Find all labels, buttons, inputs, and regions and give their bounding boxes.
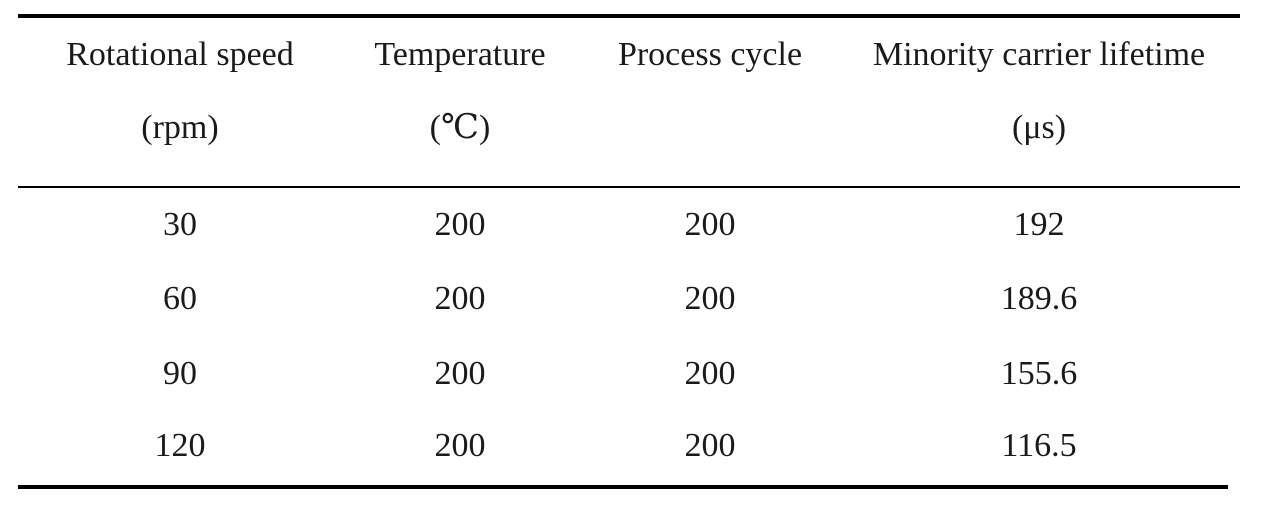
table-cell-process-cycle: 200 [684, 206, 736, 243]
header-temperature-unit: (℃) [429, 109, 491, 146]
header-rotational-speed: Rotational speed [66, 36, 294, 73]
table-cell-lifetime: 192 [1013, 206, 1065, 243]
table-cell-lifetime: 155.6 [1000, 355, 1078, 392]
table-cell-speed: 90 [163, 355, 197, 392]
header-process-cycle: Process cycle [617, 36, 803, 73]
table-cell-process-cycle: 200 [684, 280, 736, 317]
table-cell-speed: 60 [163, 280, 197, 317]
table-cell-process-cycle: 200 [684, 355, 736, 392]
header-minority-carrier-lifetime-unit: (μs) [1011, 109, 1067, 146]
header-minority-carrier-lifetime: Minority carrier lifetime [872, 36, 1206, 73]
table-bottom-rule [18, 485, 1228, 489]
table-cell-lifetime: 189.6 [1000, 280, 1078, 317]
header-rotational-speed-unit: (rpm) [141, 109, 219, 146]
table-cell-temperature: 200 [434, 355, 486, 392]
table-cell-temperature: 200 [434, 280, 486, 317]
table-top-rule [18, 14, 1240, 18]
table-cell-temperature: 200 [434, 427, 486, 464]
table-cell-lifetime: 116.5 [1001, 427, 1077, 464]
table-cell-temperature: 200 [434, 206, 486, 243]
table-cell-process-cycle: 200 [684, 427, 736, 464]
table-header-rule [18, 186, 1240, 188]
table-cell-speed: 30 [163, 206, 197, 243]
table-cell-speed: 120 [154, 427, 206, 464]
header-temperature: Temperature [374, 36, 546, 73]
